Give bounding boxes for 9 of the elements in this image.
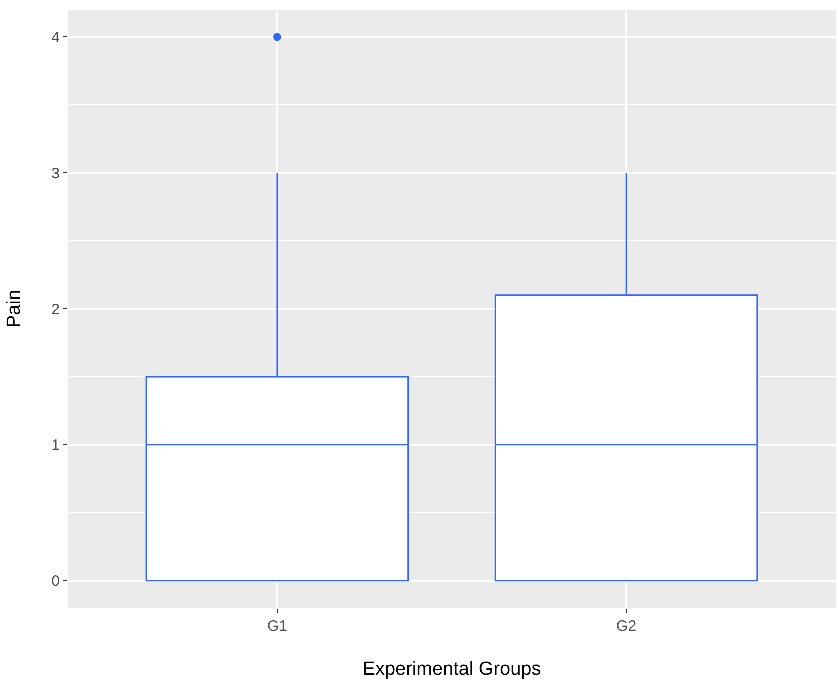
x-tick-label: G2 — [616, 618, 637, 635]
x-tick-label: G1 — [267, 618, 288, 635]
y-tick-label: 3 — [52, 165, 60, 182]
y-tick-label: 0 — [52, 573, 60, 590]
y-axis-title: Pain — [4, 290, 25, 328]
y-tick-label: 4 — [52, 29, 60, 46]
y-tick-label: 1 — [52, 437, 60, 454]
x-axis-title: Experimental Groups — [362, 659, 542, 680]
y-tick-label: 2 — [52, 301, 60, 318]
